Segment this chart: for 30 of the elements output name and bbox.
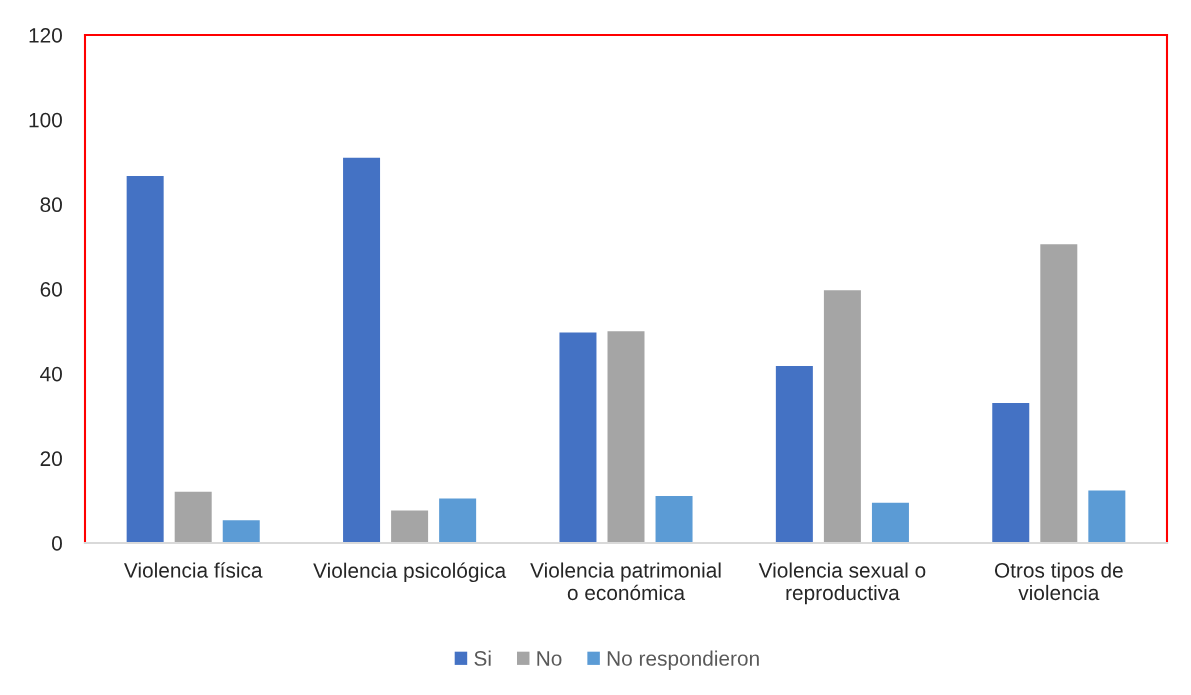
x-tick-label: Otros tipos de violencia bbox=[994, 562, 1123, 601]
bar bbox=[391, 510, 429, 543]
legend-label: Si bbox=[474, 650, 491, 666]
bar bbox=[871, 502, 909, 543]
y-tick-label: 40 bbox=[40, 366, 62, 382]
y-tick-label: 0 bbox=[52, 536, 62, 551]
bar bbox=[655, 496, 693, 543]
x-tick-label: Violencia sexual o reproductiva bbox=[758, 562, 926, 605]
x-tick-label: Violencia patrimonial o económica bbox=[530, 562, 721, 601]
bar bbox=[439, 498, 477, 543]
bar bbox=[1088, 490, 1126, 543]
legend-label: No respondieron bbox=[607, 650, 759, 670]
bar bbox=[992, 402, 1030, 543]
y-tick-label: 120 bbox=[29, 28, 62, 43]
y-tick-label: 20 bbox=[40, 451, 62, 467]
bar bbox=[559, 332, 597, 543]
bar bbox=[126, 175, 164, 543]
bar bbox=[343, 157, 381, 543]
bar bbox=[222, 520, 260, 543]
bar bbox=[1040, 244, 1078, 543]
x-tick-label: Violencia psicológica bbox=[313, 562, 507, 583]
bar bbox=[607, 331, 645, 543]
bar bbox=[823, 290, 861, 543]
bar bbox=[174, 491, 212, 543]
y-tick-label: 100 bbox=[29, 112, 62, 128]
y-tick-label: 60 bbox=[40, 282, 62, 297]
bar bbox=[775, 366, 813, 543]
legend-label: No bbox=[537, 651, 562, 666]
x-tick-label: Violencia física bbox=[124, 562, 263, 578]
y-tick-label: 80 bbox=[40, 197, 62, 213]
